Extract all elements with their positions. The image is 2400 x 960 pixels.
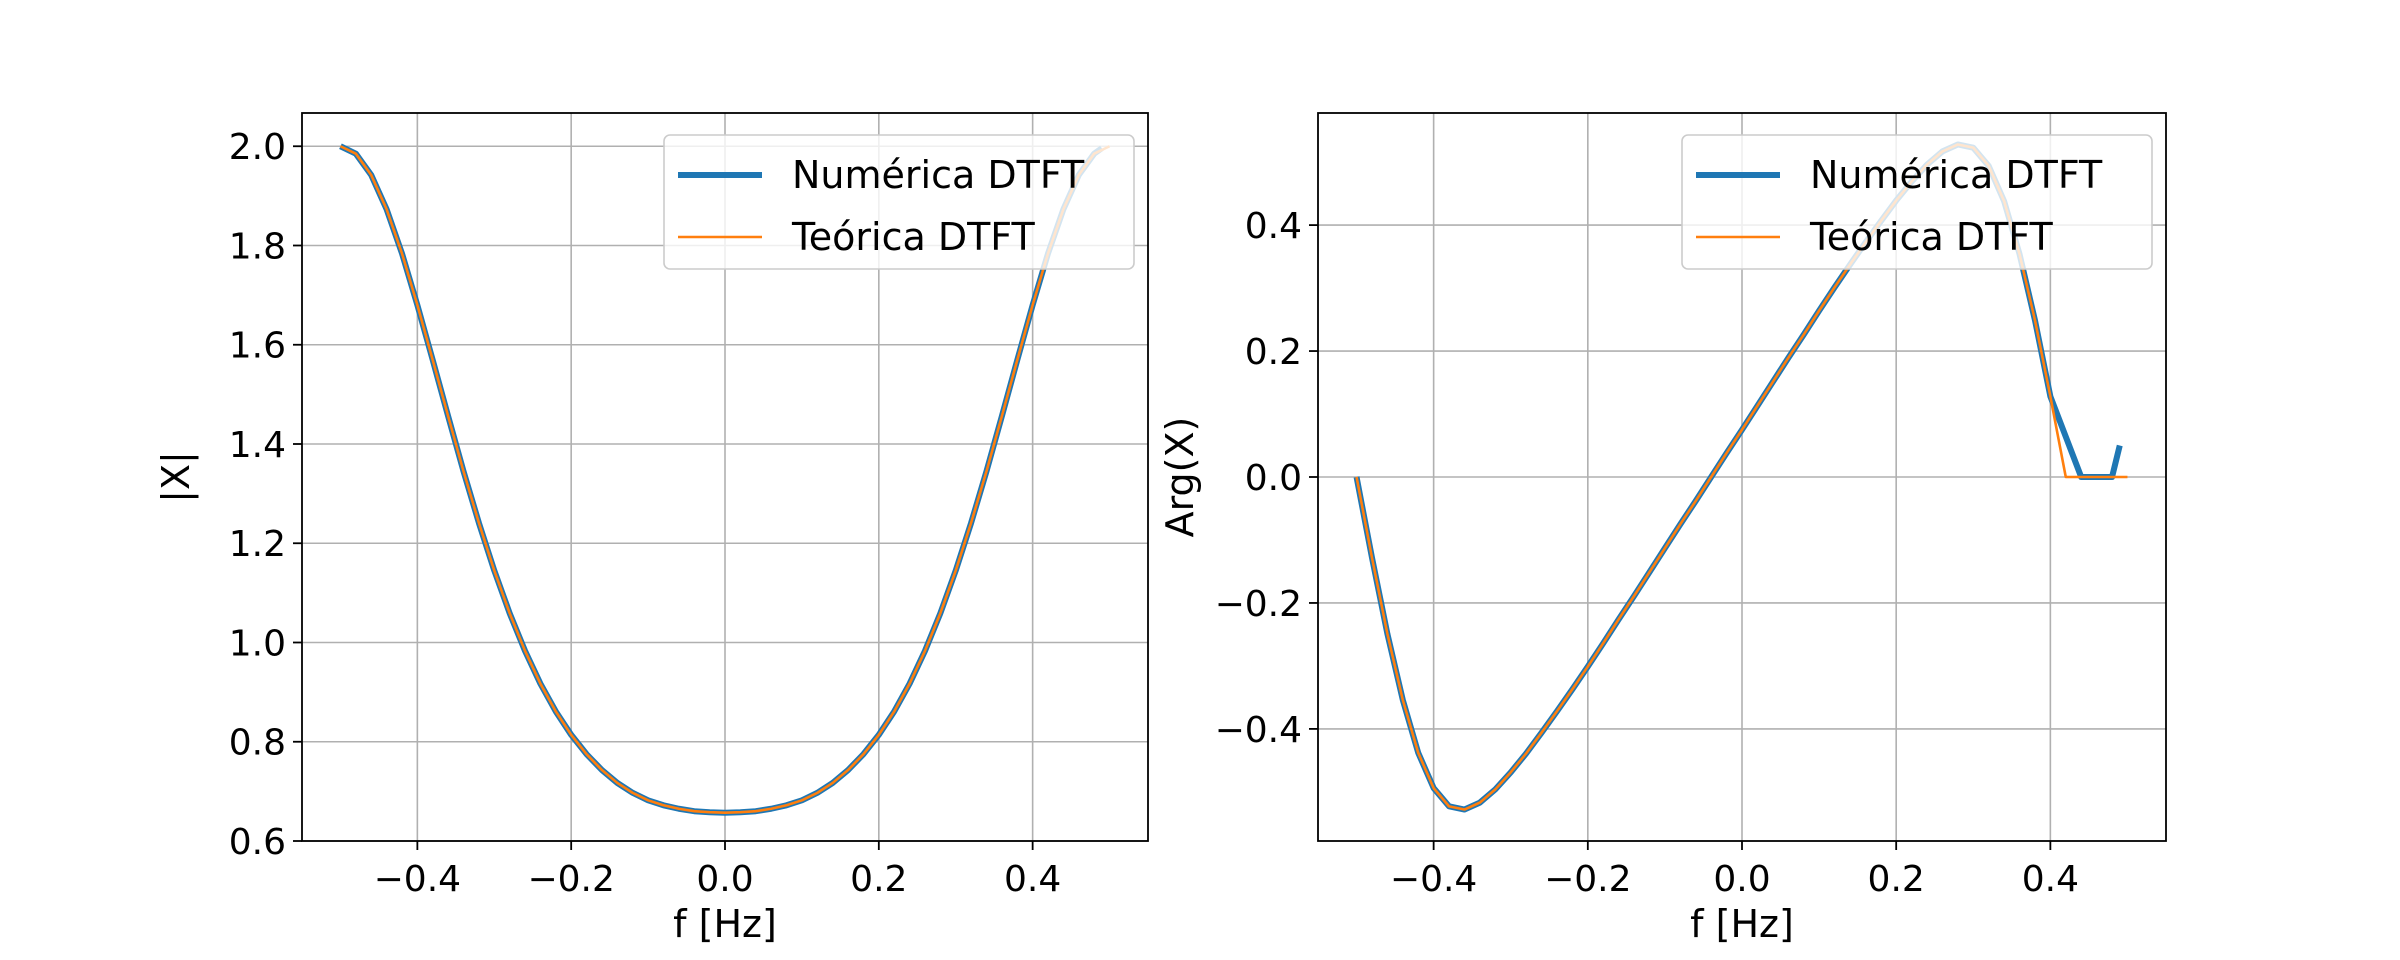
y-tick-label: 0.6 <box>229 822 286 863</box>
y-axis-label: |X| <box>154 451 199 503</box>
legend-box <box>663 134 1135 270</box>
y-tick-label: 1.8 <box>229 226 286 267</box>
y-tick-label: 1.0 <box>229 623 286 664</box>
x-tick-label: 0.2 <box>1868 859 1925 900</box>
y-tick-label: 1.2 <box>229 524 286 565</box>
legend-label-1: Teórica DTFT <box>1809 215 2053 259</box>
x-tick-label: −0.2 <box>527 859 614 900</box>
legend: Numérica DTFT Teórica DTFT <box>663 134 1135 270</box>
y-tick-label: 0.0 <box>1245 458 1302 499</box>
x-tick-label: 0.4 <box>2022 859 2079 900</box>
legend-label-1: Teórica DTFT <box>791 215 1035 259</box>
y-tick-label: 2.0 <box>229 127 286 168</box>
x-tick-label: −0.2 <box>1544 859 1631 900</box>
legend-label-0: Numérica DTFT <box>1810 153 2103 197</box>
x-tick-label: −0.4 <box>1390 859 1477 900</box>
series-line-1 <box>339 145 1111 815</box>
x-tick-label: −0.4 <box>374 859 461 900</box>
phase-panel: −0.4 −0.2 0.0 0.2 0.4 −0.4 −0.2 0.0 0.2 0.4 f [Hz]… <box>1158 112 2167 946</box>
y-tick-label: −0.4 <box>1215 710 1302 751</box>
y-tick-label: 0.2 <box>1245 332 1302 373</box>
x-tick-label: 0.0 <box>1713 859 1770 900</box>
x-tick-label: 0.4 <box>1004 859 1061 900</box>
y-tick-label: −0.2 <box>1215 584 1302 625</box>
y-tick-label: 0.8 <box>229 723 286 764</box>
legend: Numérica DTFT Teórica DTFT <box>1681 134 2153 270</box>
legend-box <box>1681 134 2153 270</box>
x-axis-label: f [Hz] <box>1690 902 1794 946</box>
x-axis-label: f [Hz] <box>673 902 777 946</box>
y-tick-label: 0.4 <box>1245 206 1302 247</box>
y-tick-label: 1.4 <box>229 425 286 466</box>
y-tick-label: 1.6 <box>229 326 286 367</box>
x-tick-label: 0.0 <box>696 859 753 900</box>
y-axis-label: Arg(X) <box>1158 417 1202 538</box>
x-tick-label: 0.2 <box>850 859 907 900</box>
magnitude-panel: −0.4 −0.2 0.0 0.2 0.4 0.6 0.8 1.0 1.2 1.4 1.6 1.8 2.… <box>154 112 1149 946</box>
legend-label-0: Numérica DTFT <box>792 153 1085 197</box>
